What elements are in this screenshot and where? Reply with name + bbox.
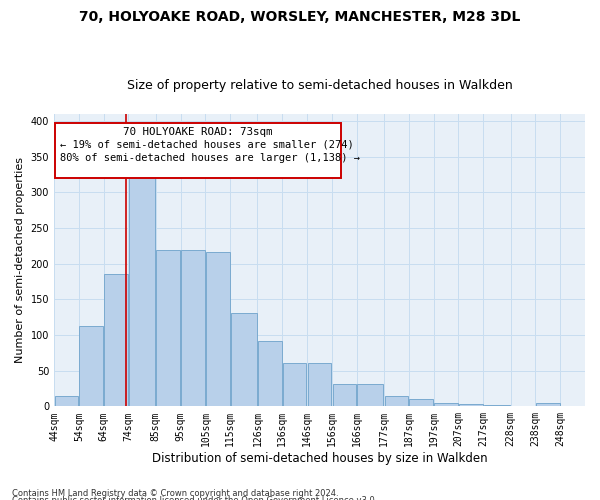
Bar (536, 403, 560, 406)
Text: 70, HOLYOAKE ROAD, WORSLEY, MANCHESTER, M28 3DL: 70, HOLYOAKE ROAD, WORSLEY, MANCHESTER, … (79, 10, 521, 24)
Title: Size of property relative to semi-detached houses in Walkden: Size of property relative to semi-detach… (127, 79, 512, 92)
Bar (231, 313, 257, 406)
Bar (385, 396, 408, 406)
Bar (434, 403, 458, 406)
X-axis label: Distribution of semi-detached houses by size in Walkden: Distribution of semi-detached houses by … (152, 452, 487, 465)
Bar (79, 326, 103, 406)
Bar (308, 363, 331, 406)
Bar (129, 169, 155, 406)
Text: Contains HM Land Registry data © Crown copyright and database right 2024.: Contains HM Land Registry data © Crown c… (12, 488, 338, 498)
Bar (104, 274, 128, 406)
Bar (55, 396, 78, 406)
Text: 80% of semi-detached houses are larger (1,138) →: 80% of semi-detached houses are larger (… (60, 152, 360, 162)
Y-axis label: Number of semi-detached properties: Number of semi-detached properties (15, 157, 25, 363)
Bar (358, 384, 383, 406)
Bar (409, 399, 433, 406)
Bar (181, 250, 205, 406)
Bar (157, 250, 180, 406)
Bar (332, 384, 356, 406)
Bar (459, 404, 482, 406)
Bar (206, 252, 230, 406)
FancyBboxPatch shape (55, 122, 341, 178)
Bar (283, 363, 307, 406)
Text: 70 HOLYOAKE ROAD: 73sqm: 70 HOLYOAKE ROAD: 73sqm (123, 127, 272, 137)
Bar (484, 405, 510, 406)
Bar (258, 342, 281, 406)
Text: Contains public sector information licensed under the Open Government Licence v3: Contains public sector information licen… (12, 496, 377, 500)
Text: ← 19% of semi-detached houses are smaller (274): ← 19% of semi-detached houses are smalle… (60, 140, 354, 149)
